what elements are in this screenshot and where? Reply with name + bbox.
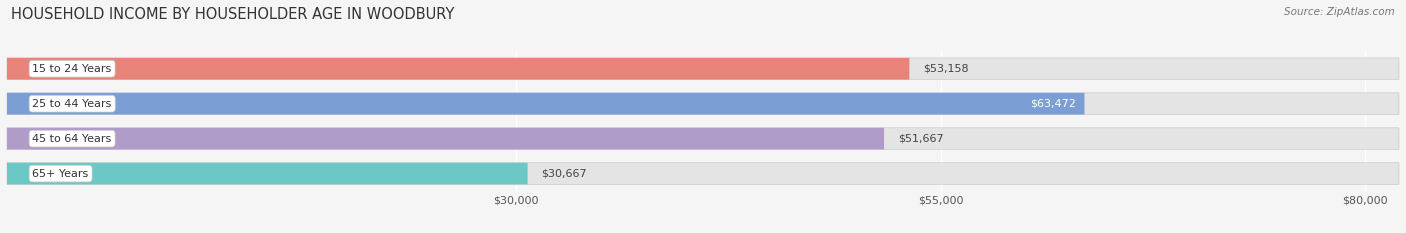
Text: $30,667: $30,667 (541, 169, 586, 178)
FancyBboxPatch shape (7, 128, 884, 150)
FancyBboxPatch shape (7, 93, 1399, 115)
Text: $63,472: $63,472 (1031, 99, 1076, 109)
Text: $51,667: $51,667 (897, 134, 943, 144)
FancyBboxPatch shape (7, 163, 527, 185)
FancyBboxPatch shape (7, 58, 1399, 80)
Text: 25 to 44 Years: 25 to 44 Years (32, 99, 112, 109)
Text: 65+ Years: 65+ Years (32, 169, 89, 178)
Text: Source: ZipAtlas.com: Source: ZipAtlas.com (1284, 7, 1395, 17)
Text: $53,158: $53,158 (922, 64, 969, 74)
FancyBboxPatch shape (7, 58, 910, 80)
Text: 45 to 64 Years: 45 to 64 Years (32, 134, 111, 144)
Text: HOUSEHOLD INCOME BY HOUSEHOLDER AGE IN WOODBURY: HOUSEHOLD INCOME BY HOUSEHOLDER AGE IN W… (11, 7, 454, 22)
FancyBboxPatch shape (7, 163, 1399, 185)
FancyBboxPatch shape (7, 93, 1084, 115)
FancyBboxPatch shape (7, 128, 1399, 150)
Text: 15 to 24 Years: 15 to 24 Years (32, 64, 111, 74)
